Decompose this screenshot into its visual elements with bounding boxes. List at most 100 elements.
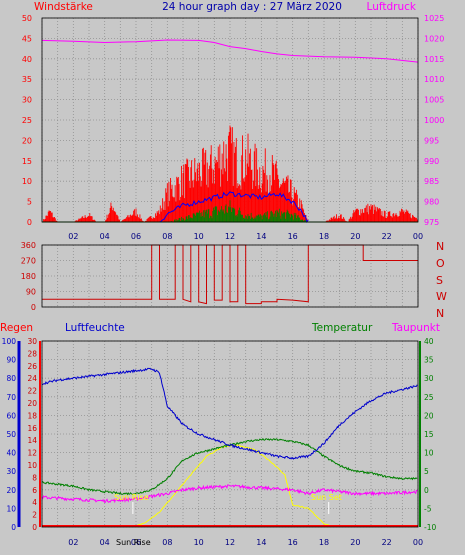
humidity-tick-label: 50: [6, 430, 16, 439]
sun-rise-time-label: Sun Rise: [116, 538, 151, 547]
plot-frame: [41, 244, 419, 308]
rain-tick-label: 12: [27, 449, 37, 458]
x-tick-label: 04: [100, 232, 110, 241]
humidity-tick-label: 100: [2, 337, 17, 346]
y-tick-label: 25: [22, 116, 32, 125]
regen-label: Regen: [0, 322, 33, 334]
y-tick-label: 270: [21, 257, 36, 266]
rain-tick-label: 30: [27, 337, 37, 346]
x-tick-label: 08: [162, 232, 172, 241]
rain-tick-label: 24: [27, 374, 37, 383]
humidity-tick-label: 20: [6, 486, 16, 495]
y-tick-label: 5: [27, 198, 32, 207]
x-tick-label: 06: [131, 232, 141, 241]
y2-tick-label: 1015: [424, 55, 444, 64]
x-tick-label: 06: [131, 538, 141, 547]
rain-tick-label: 10: [27, 461, 37, 470]
rain-tick-label: 6: [32, 486, 37, 495]
direction-label: N: [436, 307, 444, 320]
y2-tick-label: 995: [424, 136, 439, 145]
y-tick-label: 0: [31, 303, 36, 312]
plot-frame: [41, 340, 419, 528]
x-tick-label: 12: [225, 538, 235, 547]
x-tick-label: 02: [68, 232, 78, 241]
windstaerke-label: Windstärke: [34, 1, 93, 13]
y2-tick-label: 1005: [424, 96, 444, 105]
humidity-tick-label: 10: [6, 504, 16, 513]
sun-rise-label: Sun Rise: [114, 493, 149, 502]
rain-tick-label: 28: [27, 349, 37, 358]
y-tick-label: 35: [22, 75, 32, 84]
temp-tick-label: 25: [424, 393, 434, 402]
rain-tick-label: 26: [27, 362, 37, 371]
y2-tick-label: 985: [424, 177, 439, 186]
y2-tick-label: 975: [424, 218, 439, 227]
x-tick-label: 12: [225, 232, 235, 241]
x-tick-label: 20: [350, 538, 360, 547]
humidity-tick-label: 0: [11, 523, 16, 532]
y-tick-label: 15: [22, 157, 32, 166]
x-tick-label: 04: [100, 538, 110, 547]
taupunkt-label: Taupunkt: [391, 322, 440, 334]
rain-tick-label: 16: [27, 424, 37, 433]
rain-tick-label: 18: [27, 411, 37, 420]
x-tick-label: 20: [350, 232, 360, 241]
y-tick-label: 180: [21, 272, 36, 281]
wind-direction-line: [42, 244, 418, 305]
y-tick-label: 30: [22, 96, 32, 105]
x-tick-label: 00: [413, 538, 423, 547]
y2-tick-label: 1020: [424, 34, 444, 43]
y2-tick-label: 980: [424, 198, 439, 207]
pressure-line: [41, 39, 419, 63]
y2-tick-label: 1000: [424, 116, 444, 125]
temp-tick-label: 40: [424, 337, 434, 346]
direction-label: S: [436, 274, 443, 287]
direction-label: N: [436, 240, 444, 253]
x-tick-label: 14: [256, 232, 266, 241]
rain-tick-label: 14: [27, 436, 37, 445]
direction-label: W: [436, 290, 447, 303]
humidity-tick-label: 60: [6, 411, 16, 420]
x-tick-label: 00: [413, 232, 423, 241]
x-tick-label: 16: [288, 232, 298, 241]
humidity-line: [41, 367, 418, 460]
temp-tick-label: 10: [424, 449, 434, 458]
temp-tick-label: 15: [424, 430, 434, 439]
dewpoint-line: [41, 484, 418, 504]
x-tick-label: 10: [194, 538, 204, 547]
temp-tick-label: 35: [424, 356, 434, 365]
humidity-tick-label: 80: [6, 374, 16, 383]
temp-tick-label: 5: [424, 467, 429, 476]
x-tick-label: 10: [194, 232, 204, 241]
y-tick-label: 0: [27, 218, 32, 227]
y2-tick-label: 1025: [424, 14, 444, 23]
y-tick-label: 45: [22, 34, 32, 43]
x-tick-label: 18: [319, 538, 329, 547]
wind-pressure-panel: 0510152025303540455097598098599099510001…: [22, 14, 445, 241]
rain-tick-label: 20: [27, 399, 37, 408]
rain-tick-label: 8: [32, 473, 37, 482]
rain-tick-label: 4: [32, 498, 37, 507]
temp-tick-label: 0: [424, 486, 429, 495]
chart-title: 24 hour graph day : 27 März 2020: [162, 1, 342, 13]
luftfeuchte-label: Luftfeuchte: [65, 322, 125, 334]
humidity-tick-label: 30: [6, 467, 16, 476]
direction-label: O: [436, 257, 445, 270]
temperatur-label: Temperatur: [311, 322, 373, 334]
temp-tick-label: 30: [424, 374, 434, 383]
x-tick-label: 22: [382, 538, 392, 547]
temp-tick-label: -10: [424, 523, 436, 532]
humidity-tick-label: 70: [6, 393, 16, 402]
humidity-temperature-panel: 0102030405060708090100024681012141618202…: [2, 337, 437, 547]
y-tick-label: 10: [22, 177, 32, 186]
x-tick-label: 02: [68, 538, 78, 547]
x-tick-label: 18: [319, 232, 329, 241]
x-tick-label: 14: [256, 538, 266, 547]
y2-tick-label: 1010: [424, 75, 444, 84]
y-tick-label: 90: [26, 288, 36, 297]
y-tick-label: 40: [22, 55, 32, 64]
rain-tick-label: 22: [27, 387, 37, 396]
sun-set-label: Sun Set: [311, 493, 342, 502]
